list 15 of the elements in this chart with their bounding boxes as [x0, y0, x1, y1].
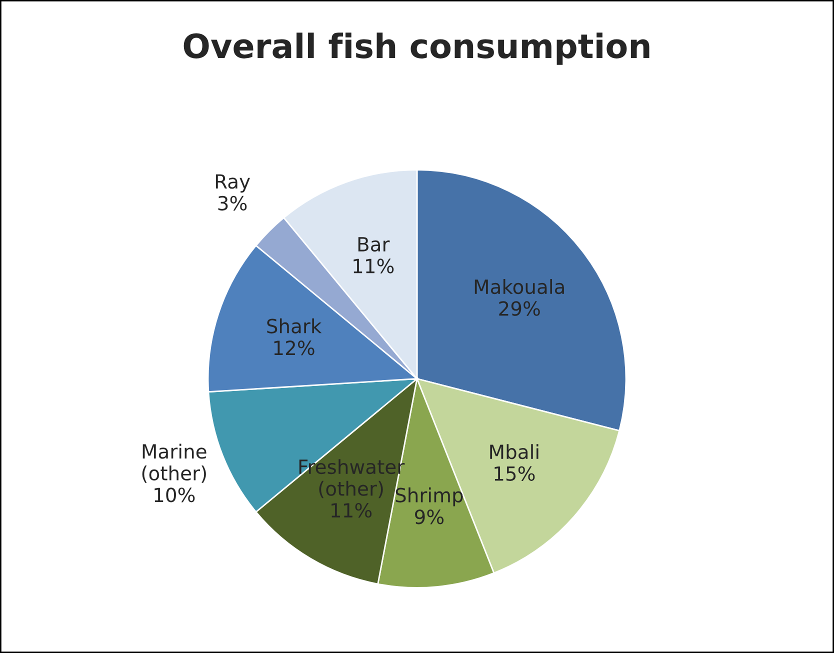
- slice-label: Marine (other): [142, 444, 206, 483]
- slice-label: Bar: [358, 237, 390, 252]
- data-label: 15%: [494, 466, 535, 481]
- slice-label: Makouala: [474, 279, 564, 294]
- data-label: 9%: [414, 510, 444, 524]
- data-label: 29%: [499, 301, 540, 316]
- slice-label: Mbali: [490, 444, 538, 460]
- data-label: 3%: [218, 196, 247, 211]
- data-label: 11%: [332, 502, 372, 518]
- data-label: 10%: [154, 488, 195, 502]
- chart-title: Overall fish consumption: [184, 32, 650, 65]
- data-label: 12%: [274, 340, 314, 356]
- slice-label: Ray: [216, 174, 250, 193]
- data-label: 11%: [354, 258, 394, 274]
- slice-label: Shark: [267, 318, 322, 334]
